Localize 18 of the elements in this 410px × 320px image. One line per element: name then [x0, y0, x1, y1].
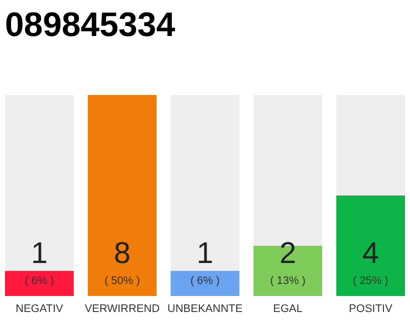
bar: [170, 270, 240, 296]
bar: [5, 270, 74, 296]
chart-title: 089845334: [5, 6, 176, 44]
annotation: ( 25% ): [352, 275, 388, 287]
x-tick-label: EGAL: [273, 303, 302, 315]
data-label: 4: [362, 237, 379, 270]
data-label: 8: [114, 237, 131, 270]
annotation: ( 6% ): [24, 275, 54, 287]
x-tick-label: POSITIV: [348, 303, 393, 315]
annotation: ( 13% ): [270, 275, 306, 287]
data-label: 1: [196, 237, 214, 270]
x-tick-label: NEGATIV: [16, 303, 64, 315]
annotation: ( 6% ): [190, 275, 220, 287]
data-label: 1: [31, 237, 48, 270]
annotation: ( 50% ): [104, 275, 140, 287]
x-tick-label: VERWIRREND: [84, 303, 160, 315]
data-label: 2: [279, 237, 296, 270]
x-tick-label: UNBEKANNTE: [167, 303, 243, 315]
